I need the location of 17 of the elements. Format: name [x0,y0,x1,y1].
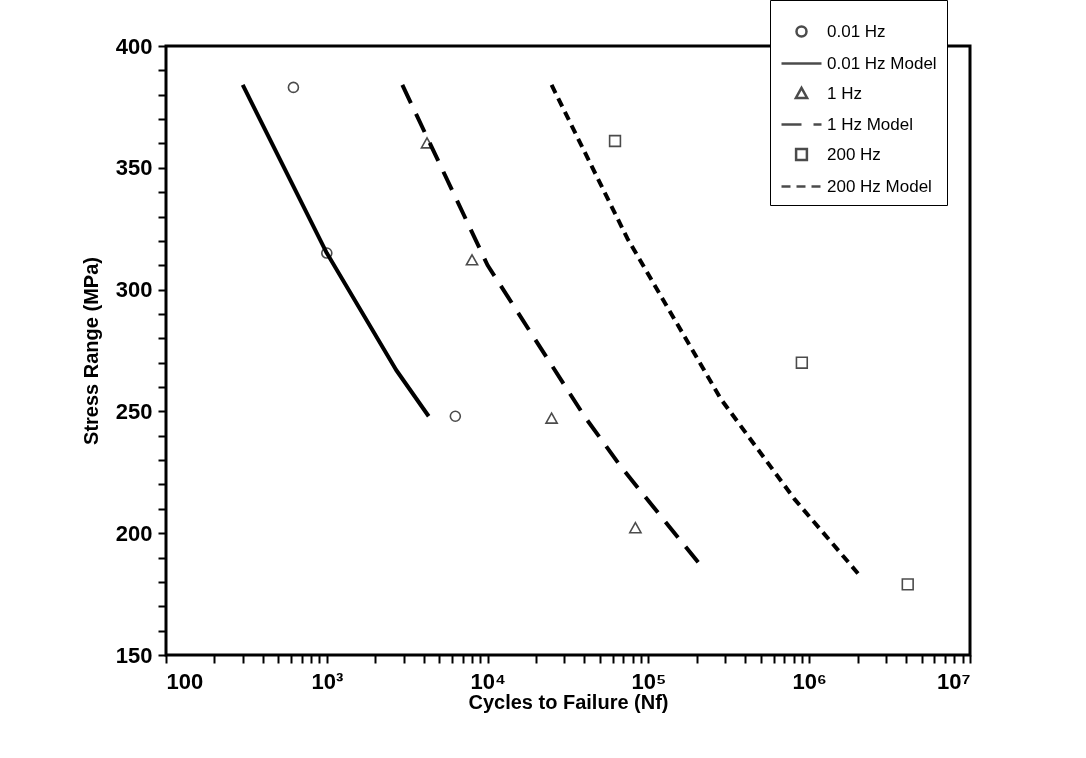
x-tick-label: 10⁷ [936,668,971,694]
y-axis-title: Stress Range (MPa) [79,257,102,445]
x-tick-label: 10⁶ [792,668,827,694]
legend-label: 1 Hz [827,83,862,103]
legend-label: 200 Hz [827,144,881,164]
y-tick-label: 200 [115,520,153,546]
y-tick-label: 250 [115,398,153,424]
x-tick-label: 100 [166,668,204,694]
y-tick-label: 350 [115,155,153,181]
legend-label: 200 Hz Model [827,176,932,196]
y-tick-label: 300 [115,277,153,303]
legend-label: 0.01 Hz [827,21,886,41]
legend-label: 0.01 Hz Model [827,53,937,73]
legend-label: 1 Hz Model [827,114,913,134]
x-tick-label: 10³ [311,668,344,694]
y-tick-label: 400 [115,33,153,59]
y-tick-label: 150 [115,642,153,668]
